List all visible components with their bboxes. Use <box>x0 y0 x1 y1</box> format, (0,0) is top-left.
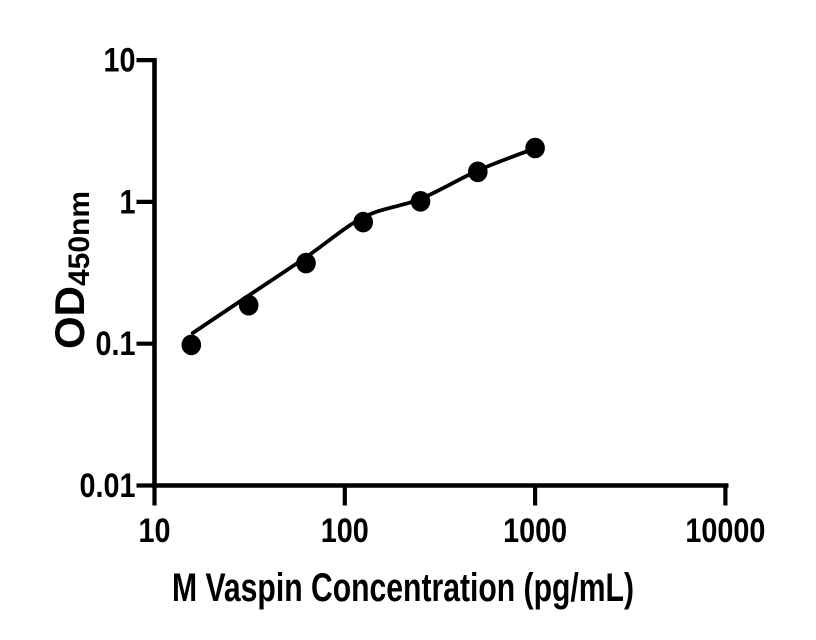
x-axis-title: M Vaspin Concentration (pg/mL) <box>172 566 634 610</box>
x-tick-label: 1000 <box>503 512 567 550</box>
data-point-marker <box>296 252 316 274</box>
data-point-marker <box>353 211 374 233</box>
x-tick-label: 100 <box>321 512 369 550</box>
y-tick-label: 10 <box>104 42 136 80</box>
y-axis-title-450nm-subscript: 450nm <box>63 191 96 286</box>
y-axis-title: OD450nm <box>46 191 96 349</box>
data-point-marker <box>468 161 488 183</box>
data-point-marker <box>181 334 202 356</box>
plot-area: 0.01 0.1 1 10 10 100 1000 10000 <box>80 42 766 550</box>
y-axis-title-od: OD <box>46 286 93 349</box>
data-point-marker <box>525 137 545 159</box>
y-tick-label: 1 <box>120 183 136 221</box>
y-tick-label: 0.1 <box>96 325 136 363</box>
x-tick-label: 10 <box>139 512 171 550</box>
x-tick-label: 10000 <box>685 512 765 550</box>
y-tick-label: 0.01 <box>80 467 136 505</box>
data-point-marker <box>410 191 431 212</box>
data-point-marker <box>238 294 259 316</box>
